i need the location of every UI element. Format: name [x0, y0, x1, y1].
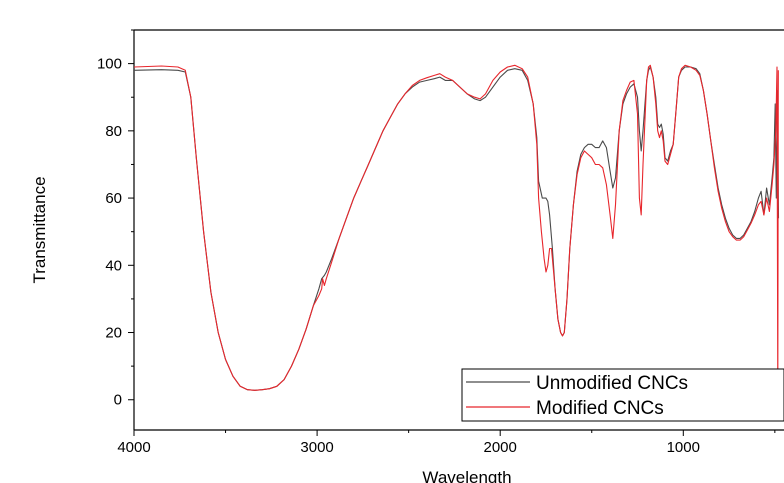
x-tick-label: 4000 [117, 439, 150, 456]
y-axis-title: Transmittance [30, 176, 49, 283]
y-tick-label: 40 [105, 257, 122, 274]
y-tick-label: 100 [97, 56, 122, 73]
x-tick-label: 2000 [484, 439, 517, 456]
legend-label-unmodified: Unmodified CNCs [536, 373, 688, 394]
x-axis-title: Wavelength [422, 468, 511, 483]
axes: 0 20 40 60 80 100 4000 3000 2000 1000 [97, 29, 784, 456]
y-tick-label: 60 [105, 190, 122, 207]
legend: Unmodified CNCs Modified CNCs [461, 368, 784, 422]
y-tick-label: 80 [105, 123, 122, 140]
x-tick-label: 3000 [300, 439, 333, 456]
y-tick-label: 20 [105, 325, 122, 342]
legend-label-modified: Modified CNCs [536, 398, 664, 419]
x-tick-label: 1000 [667, 439, 700, 456]
y-tick-label: 0 [114, 392, 122, 409]
series-layer [133, 64, 780, 397]
series-line-unmodified-cncs [133, 66, 780, 391]
legend-box [461, 368, 784, 422]
series-line-modified-cncs [133, 64, 779, 397]
